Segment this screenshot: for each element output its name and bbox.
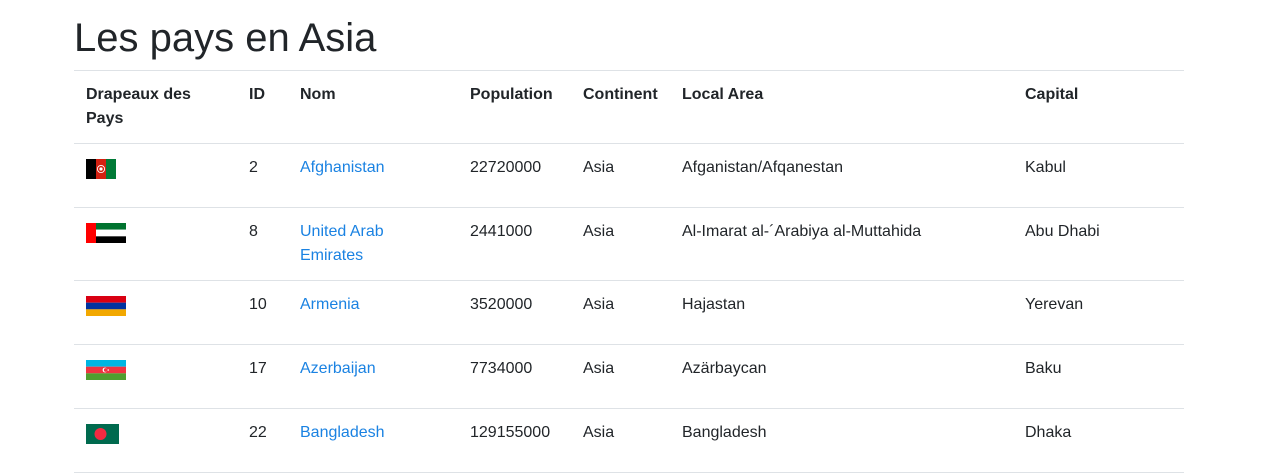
cell-continent: Asia xyxy=(571,408,670,473)
page-container: Les pays en Asia Drapeaux des Pays ID No… xyxy=(74,0,1184,473)
table-row: 2 Afghanistan 22720000 Asia Afganistan/A… xyxy=(74,144,1184,208)
cell-capital: Yerevan xyxy=(1013,280,1184,345)
cell-local-area: Al-Imarat al-´Arabiya al-Muttahida xyxy=(670,207,1013,281)
country-link-armenia[interactable]: Armenia xyxy=(300,296,360,313)
cell-id: 22 xyxy=(237,408,288,473)
bangladesh-flag-icon xyxy=(86,424,119,452)
country-link-afghanistan[interactable]: Afghanistan xyxy=(300,159,385,176)
cell-local-area: Azärbaycan xyxy=(670,344,1013,409)
header-continent: Continent xyxy=(571,70,670,144)
country-link-bangladesh[interactable]: Bangladesh xyxy=(300,424,385,441)
cell-id: 17 xyxy=(237,344,288,409)
cell-id: 8 xyxy=(237,207,288,281)
uae-flag-icon xyxy=(86,223,126,251)
header-flag: Drapeaux des Pays xyxy=(74,70,237,144)
cell-population: 2441000 xyxy=(458,207,571,281)
cell-continent: Asia xyxy=(571,280,670,345)
cell-capital: Kabul xyxy=(1025,159,1066,176)
table-row: 10 Armenia 3520000 Asia Hajastan Yerevan xyxy=(74,280,1184,345)
header-population: Population xyxy=(458,70,571,144)
table-row: 22 Bangladesh 129155000 Asia Bangladesh … xyxy=(74,408,1184,473)
countries-table: Drapeaux des Pays ID Nom Population Cont… xyxy=(74,70,1184,473)
country-link-united-arab-emirates[interactable]: United Arab Emirates xyxy=(300,223,384,264)
table-row: 8 United Arab Emirates 2441000 Asia Al-I… xyxy=(74,207,1184,281)
azerbaijan-flag-icon xyxy=(86,360,126,388)
cell-capital: Baku xyxy=(1013,344,1184,409)
page-title: Les pays en Asia xyxy=(74,16,377,60)
table-header-row: Drapeaux des Pays ID Nom Population Cont… xyxy=(74,70,1184,144)
cell-population: 3520000 xyxy=(458,280,571,345)
header-name: Nom xyxy=(288,70,458,144)
cell-local-area: Afganistan/Afqanestan xyxy=(682,159,844,176)
cell-population: 7734000 xyxy=(458,344,571,409)
cell-local-area: Hajastan xyxy=(670,280,1013,345)
cell-continent: Asia xyxy=(571,207,670,281)
cell-capital: Dhaka xyxy=(1013,408,1184,473)
cell-capital: Abu Dhabi xyxy=(1013,207,1184,281)
cell-continent: Asia xyxy=(571,344,670,409)
country-link-azerbaijan[interactable]: Azerbaijan xyxy=(300,360,376,377)
header-local-area: Local Area xyxy=(670,70,1013,144)
header-id: ID xyxy=(237,70,288,144)
cell-population: 22720000 xyxy=(470,159,542,176)
armenia-flag-icon xyxy=(86,296,126,324)
afghanistan-flag-icon xyxy=(86,159,116,187)
cell-continent: Asia xyxy=(583,159,615,176)
header-capital: Capital xyxy=(1013,70,1184,144)
cell-local-area: Bangladesh xyxy=(670,408,1013,473)
cell-id: 10 xyxy=(237,280,288,345)
cell-population: 129155000 xyxy=(458,408,571,473)
table-row: 17 Azerbaijan 7734000 Asia Azärbaycan Ba… xyxy=(74,344,1184,409)
cell-id: 2 xyxy=(249,159,258,176)
